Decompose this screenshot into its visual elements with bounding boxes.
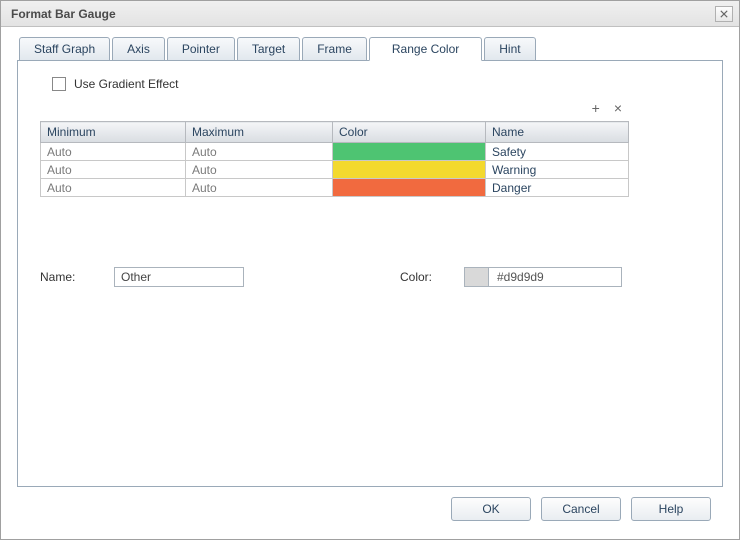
tab-frame[interactable]: Frame xyxy=(302,37,367,61)
gradient-checkbox[interactable] xyxy=(52,77,66,91)
color-swatch xyxy=(333,161,485,178)
ok-button[interactable]: OK xyxy=(451,497,531,521)
column-header-color[interactable]: Color xyxy=(333,122,486,143)
gradient-checkbox-label: Use Gradient Effect xyxy=(74,77,179,91)
cancel-button[interactable]: Cancel xyxy=(541,497,621,521)
tab-pointer[interactable]: Pointer xyxy=(167,37,235,61)
table-row[interactable]: AutoAuto Safety xyxy=(41,143,629,161)
column-header-maximum[interactable]: Maximum xyxy=(186,122,333,143)
tab-hint[interactable]: Hint xyxy=(484,37,535,61)
close-button[interactable] xyxy=(715,6,733,22)
name-label: Name: xyxy=(40,270,98,284)
detail-form-row: Name: Color: #d9d9d9 xyxy=(40,267,700,287)
dialog-title: Format Bar Gauge xyxy=(11,7,715,21)
tab-range-color[interactable]: Range Color xyxy=(369,37,482,61)
table-header-row: MinimumMaximumColorName xyxy=(41,122,629,143)
cell-color[interactable] xyxy=(333,179,486,197)
table-row[interactable]: AutoAuto Danger xyxy=(41,179,629,197)
button-bar: OK Cancel Help xyxy=(17,487,723,531)
color-swatch xyxy=(333,179,485,196)
gradient-checkbox-row: Use Gradient Effect xyxy=(52,77,700,91)
color-swatch xyxy=(333,143,485,160)
close-icon xyxy=(720,10,728,18)
add-row-button[interactable]: + xyxy=(592,101,600,115)
range-table-wrap: + × MinimumMaximumColorName AutoAutoSafe… xyxy=(40,101,628,197)
cell-name[interactable]: Danger xyxy=(486,179,629,197)
color-label: Color: xyxy=(400,270,448,284)
format-bar-gauge-dialog: Format Bar Gauge Staff GraphAxisPointerT… xyxy=(0,0,740,540)
color-value-text: #d9d9d9 xyxy=(489,270,552,284)
tab-strip: Staff GraphAxisPointerTargetFrameRange C… xyxy=(19,37,723,61)
cell-color[interactable] xyxy=(333,143,486,161)
cell-maximum[interactable]: Auto xyxy=(186,161,333,179)
cell-name[interactable]: Warning xyxy=(486,161,629,179)
cell-minimum[interactable]: Auto xyxy=(41,161,186,179)
range-table: MinimumMaximumColorName AutoAutoSafetyAu… xyxy=(40,121,629,197)
tab-staff-graph[interactable]: Staff Graph xyxy=(19,37,110,61)
column-header-name[interactable]: Name xyxy=(486,122,629,143)
table-body: AutoAutoSafetyAutoAutoWarningAutoAutoDan… xyxy=(41,143,629,197)
tab-axis[interactable]: Axis xyxy=(112,37,165,61)
cell-minimum[interactable]: Auto xyxy=(41,143,186,161)
cell-maximum[interactable]: Auto xyxy=(186,143,333,161)
color-preview-swatch xyxy=(465,268,489,286)
table-actions: + × xyxy=(40,101,628,121)
remove-row-button[interactable]: × xyxy=(614,101,622,115)
cell-minimum[interactable]: Auto xyxy=(41,179,186,197)
cell-maximum[interactable]: Auto xyxy=(186,179,333,197)
column-header-minimum[interactable]: Minimum xyxy=(41,122,186,143)
tab-target[interactable]: Target xyxy=(237,37,300,61)
name-input[interactable] xyxy=(114,267,244,287)
cell-name[interactable]: Safety xyxy=(486,143,629,161)
help-button[interactable]: Help xyxy=(631,497,711,521)
titlebar: Format Bar Gauge xyxy=(1,1,739,27)
color-input[interactable]: #d9d9d9 xyxy=(464,267,622,287)
dialog-content: Staff GraphAxisPointerTargetFrameRange C… xyxy=(1,27,739,539)
range-color-panel: Use Gradient Effect + × MinimumMaximumCo… xyxy=(17,60,723,487)
cell-color[interactable] xyxy=(333,161,486,179)
table-row[interactable]: AutoAuto Warning xyxy=(41,161,629,179)
